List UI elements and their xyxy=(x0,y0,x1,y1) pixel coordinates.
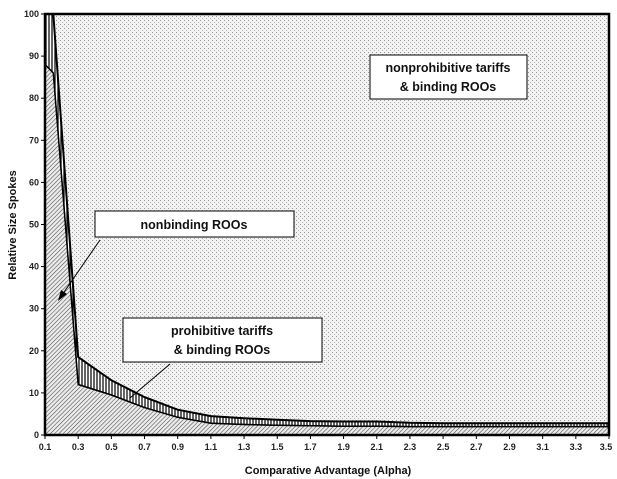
x-tick-label: 0.1 xyxy=(39,442,52,452)
y-tick-label: 60 xyxy=(29,177,39,187)
y-axis-ticks: 0 10 20 30 40 50 60 70 80 90 100 xyxy=(24,9,45,440)
nonbinding-roos-region xyxy=(45,64,609,435)
y-tick-label: 70 xyxy=(29,135,39,145)
label-nonprohibitive-tariffs: nonprohibitive tariffs & binding ROOs xyxy=(369,54,528,100)
x-tick-label: 3.3 xyxy=(570,442,583,452)
x-tick-label: 1.1 xyxy=(205,442,218,452)
x-tick-label: 2.1 xyxy=(371,442,384,452)
x-tick-label: 2.9 xyxy=(503,442,516,452)
x-tick-label: 0.7 xyxy=(138,442,151,452)
y-tick-label: 50 xyxy=(29,220,39,230)
label-nonprohibitive-line2: & binding ROOs xyxy=(400,80,497,94)
x-tick-label: 0.5 xyxy=(105,442,118,452)
y-tick-label: 100 xyxy=(24,9,39,19)
y-tick-label: 90 xyxy=(29,51,39,61)
x-tick-label: 1.9 xyxy=(337,442,350,452)
y-tick-label: 40 xyxy=(29,262,39,272)
x-tick-label: 3.5 xyxy=(600,442,613,452)
x-tick-label: 2.5 xyxy=(437,442,450,452)
y-tick-label: 30 xyxy=(29,304,39,314)
label-prohibitive-line2: & binding ROOs xyxy=(174,343,271,357)
x-tick-label: 0.9 xyxy=(171,442,184,452)
label-prohibitive-line1: prohibitive tariffs xyxy=(171,324,273,338)
x-tick-label: 0.3 xyxy=(72,442,85,452)
y-tick-label: 10 xyxy=(29,388,39,398)
x-tick-label: 1.5 xyxy=(271,442,284,452)
y-tick-label: 20 xyxy=(29,346,39,356)
x-tick-label: 2.3 xyxy=(404,442,417,452)
label-nonprohibitive-line1: nonprohibitive tariffs xyxy=(386,61,511,75)
label-prohibitive-tariffs: prohibitive tariffs & binding ROOs xyxy=(122,317,323,363)
label-nonbinding-roos: nonbinding ROOs xyxy=(94,210,295,238)
x-tick-label: 3.1 xyxy=(536,442,549,452)
x-tick-label: 1.3 xyxy=(238,442,251,452)
x-tick-label: 1.7 xyxy=(304,442,317,452)
x-axis-title: Comparative Advantage (Alpha) xyxy=(245,465,412,477)
x-tick-label: 2.7 xyxy=(470,442,483,452)
arrowhead-nonbinding-icon xyxy=(58,290,67,301)
arrow-nonbinding xyxy=(61,239,101,296)
arrow-prohibitive xyxy=(129,363,171,399)
x-axis-ticks: 0.1 0.3 0.5 0.7 0.9 1.1 1.3 1.5 1.7 1.9 2.1 2.3 2.5 2… xyxy=(39,435,613,452)
lower-boundary-line xyxy=(44,63,609,428)
label-nonbinding-text: nonbinding ROOs xyxy=(141,218,248,232)
upper-boundary-line xyxy=(45,13,609,425)
y-tick-label: 0 xyxy=(34,430,39,440)
y-axis-title: Relative Size Spokes xyxy=(7,170,19,279)
y-tick-label: 80 xyxy=(29,93,39,103)
